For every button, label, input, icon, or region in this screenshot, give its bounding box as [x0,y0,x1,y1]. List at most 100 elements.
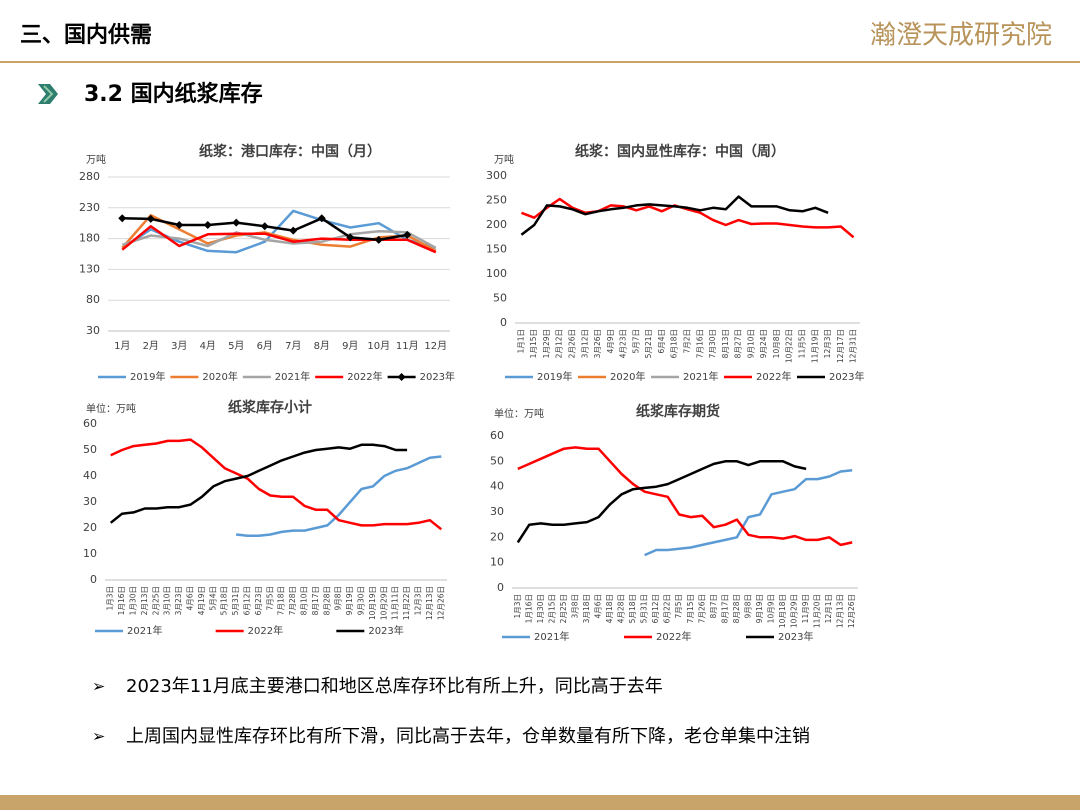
x-tick-label: 2月25日 [151,586,160,615]
x-tick-label: 2月15日 [547,594,556,623]
chart-title: 纸浆库存期货 [636,403,720,420]
x-tick-label: 11月22日 [402,586,411,620]
y-tick-label: 10 [83,547,97,560]
x-tick-label: 1月15日 [529,329,538,358]
x-tick-label: 5月18日 [220,586,229,615]
footer-bar [0,795,1080,810]
x-tick-label: 10月8日 [772,329,781,358]
x-tick-label: 3月10日 [163,586,172,615]
x-tick-label: 3月 [171,340,187,352]
bullet: 2023年11月底主要港口和地区总库存环比有所上升，同比高于去年 [126,676,663,697]
x-tick-label: 3月26日 [593,329,602,358]
y-tick-label: 200 [486,218,507,231]
x-tick-label: 6月 [257,340,273,352]
x-tick-label: 3月23日 [174,586,183,615]
x-tick-label: 1月 [114,340,130,352]
series-line [517,446,853,547]
legend-label: 2022年 [347,370,382,383]
x-tick-label: 11月9日 [801,594,810,623]
y-tick-label: 30 [86,324,100,337]
x-tick-label: 5月31日 [231,586,240,615]
series-line [121,213,437,252]
logo: 瀚澄天成研究院 [870,21,1052,51]
x-tick-label: 2月12日 [555,329,564,358]
x-tick-label: 2月25日 [559,594,568,623]
x-tick-label: 6月12日 [651,594,660,623]
x-tick-label: 9月30日 [357,586,366,615]
legend-label: 2021年 [534,630,569,643]
x-tick-label: 12月26日 [436,586,445,620]
x-tick-label: 2月26日 [568,329,577,358]
x-tick-label: 6月4日 [657,329,666,354]
x-tick-label: 2月 [143,340,159,352]
x-tick-label: 8月27日 [734,329,743,358]
series-line [520,195,829,236]
legend-label: 2022年 [656,630,691,643]
legend-label: 2019年 [537,370,572,383]
chart-title: 纸浆库存小计 [228,399,312,416]
x-tick-label: 7月 [285,340,301,352]
legend-label: 2022年 [756,370,791,383]
x-tick-label: 4月9日 [606,329,615,354]
x-tick-label: 12月3日 [414,586,423,615]
y-tick-label: 150 [486,243,507,256]
series-line [235,455,442,538]
bullet-mark: ➢ [92,727,105,746]
x-tick-label: 11月5日 [798,329,807,358]
section-title: 三、国内供需 [20,22,152,48]
x-tick-label: 4月18日 [605,594,614,623]
x-tick-label: 11月11日 [391,586,400,620]
x-tick-label: 5月7日 [631,329,640,354]
x-tick-label: 5月21日 [644,329,653,358]
x-tick-label: 12月 [424,340,447,352]
legend-label: 2021年 [275,370,310,383]
series-line [109,443,408,524]
legend-label: 2023年 [778,630,813,643]
y-tick-label: 130 [79,262,100,275]
x-tick-label: 9月19日 [345,586,354,615]
x-tick-label: 8月10日 [300,586,309,615]
chart-title: 纸浆：港口库存：中国（月） [199,143,381,160]
x-tick-label: 1月30日 [129,586,138,615]
legend-label: 2023年 [420,370,455,383]
x-tick-label: 8月 [314,340,330,352]
point-marker [403,230,412,239]
x-tick-label: 8月17日 [720,594,729,623]
y-tick-label: 80 [86,293,100,306]
x-tick-label: 5月 [228,340,244,352]
x-tick-label: 8月13日 [721,329,730,358]
y-tick-label: 250 [486,194,507,207]
x-tick-label: 4月6日 [186,586,195,611]
x-tick-label: 10月18日 [778,594,787,628]
x-tick-label: 5月18日 [628,594,637,623]
x-tick-label: 9月8日 [334,586,343,611]
x-tick-label: 9月10日 [746,329,755,358]
x-tick-label: 10月 [367,340,390,352]
x-tick-label: 12月13日 [836,594,845,628]
x-tick-label: 7月15日 [686,594,695,623]
y-tick-label: 50 [493,292,507,305]
point-marker [289,226,298,235]
legend-label: 2020年 [610,370,645,383]
x-tick-label: 1月29日 [542,329,551,358]
point-marker [317,214,326,223]
y-tick-label: 100 [486,267,507,280]
x-tick-label: 1月1日 [516,329,525,354]
arrow-icon-inner [43,85,54,103]
legend-label: 2020年 [202,370,237,383]
x-tick-label: 11月 [396,340,419,352]
y-tick-label: 60 [490,429,504,442]
axis-unit: 万吨 [494,153,514,166]
x-tick-label: 5月4日 [208,586,217,611]
legend-marker [397,373,406,381]
x-tick-label: 11月19日 [810,329,819,363]
x-tick-label: 3月12日 [580,329,589,358]
legend-label: 2021年 [683,370,718,383]
y-tick-label: 0 [497,581,504,594]
subtitle: 3.2 国内纸浆库存 [84,81,263,107]
x-tick-label: 9月8日 [743,594,752,619]
arrow-icon [38,84,58,104]
series-line [520,197,855,239]
series-line [644,468,853,557]
y-tick-label: 230 [79,201,100,214]
